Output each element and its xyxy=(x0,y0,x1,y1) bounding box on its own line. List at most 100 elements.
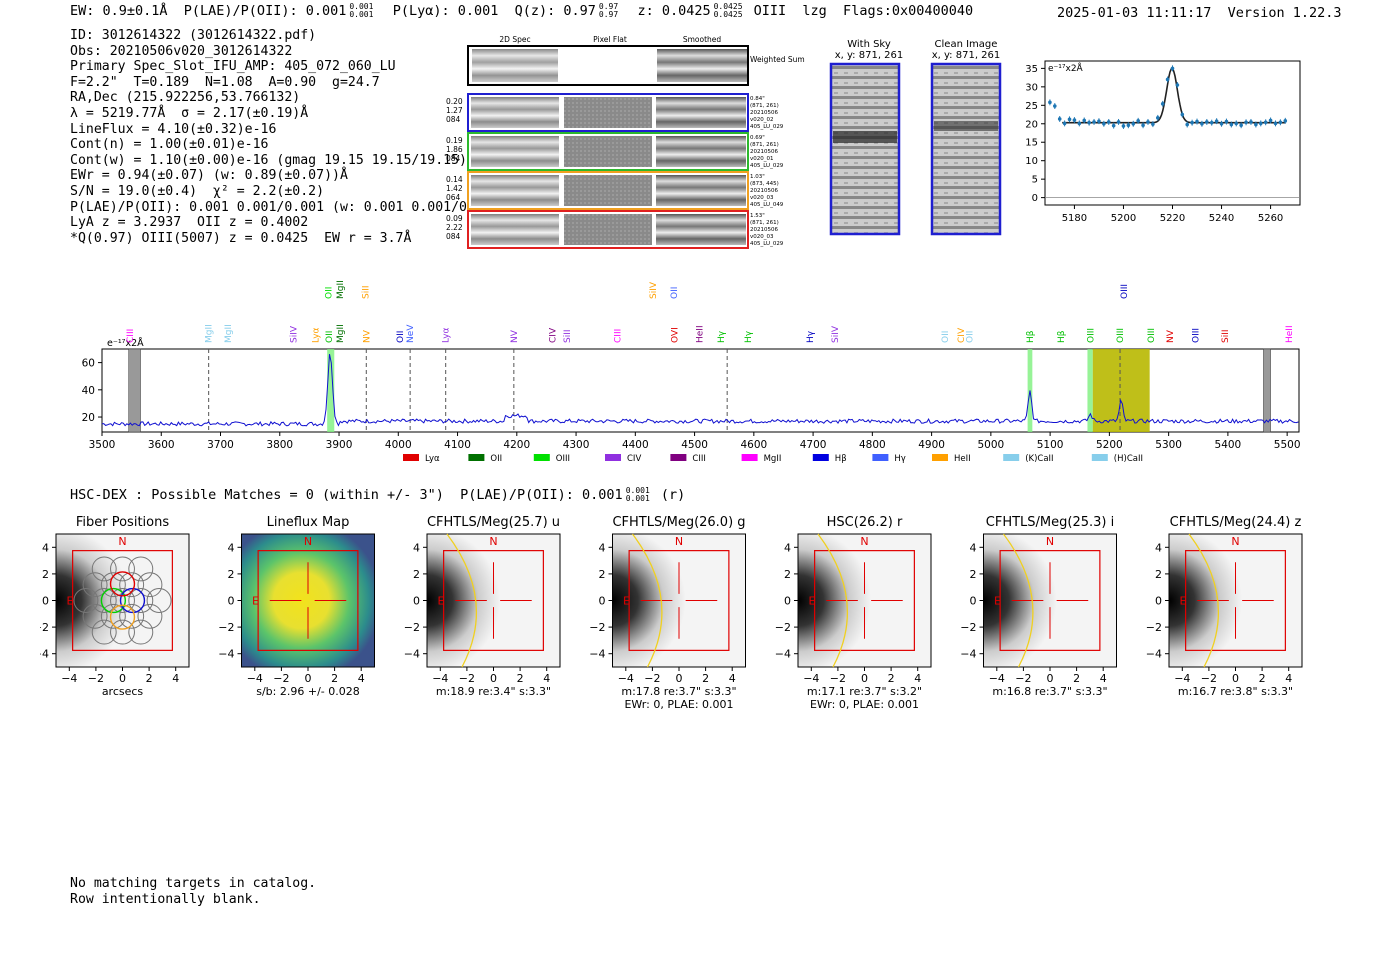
zoom-ytick: 20 xyxy=(1025,119,1038,130)
data-point xyxy=(1170,66,1175,71)
spectrum-xtick: 4700 xyxy=(800,439,827,451)
cutout-right-label: 405_LU_029 xyxy=(750,163,784,169)
cutout-right-label: 1.53" xyxy=(750,213,765,219)
image-panel: CFHTLS/Meg(25.7) uNE−4−4−2−2002244m:18.9… xyxy=(404,515,561,698)
north-label: N xyxy=(1046,535,1054,548)
cutout-right-label: (871, 261) xyxy=(750,103,779,109)
panel-ytick: 2 xyxy=(228,568,235,581)
line-id-label: SiII xyxy=(1221,329,1231,343)
panel-title: Fiber Positions xyxy=(76,515,169,530)
cutout-left-label: 0.20 xyxy=(446,97,463,106)
panel-xtick: −2 xyxy=(1201,672,1217,685)
line-id-label: MgII xyxy=(205,324,215,343)
data-point xyxy=(1180,112,1185,117)
legend-label: CIV xyxy=(627,454,641,464)
cutout-left-label: 064 xyxy=(446,193,461,202)
spectrum-ylabel: e⁻¹⁷x2Å xyxy=(107,337,144,349)
spectrum-xtick: 3800 xyxy=(266,439,293,451)
line-id-label: MgII xyxy=(224,324,234,343)
panel-caption: arcsecs xyxy=(102,685,144,698)
cutout-right-label: 20210506 xyxy=(750,227,778,233)
data-point xyxy=(1190,120,1194,125)
info-line: LyA z = 3.2937 OII z = 0.4002 xyxy=(70,215,309,231)
spectrum-xtick: 5300 xyxy=(1155,439,1182,451)
panel-title: CFHTLS/Meg(25.7) u xyxy=(427,515,560,530)
panel-ytick: −2 xyxy=(40,621,49,634)
image-panel: CFHTLS/Meg(24.4) zNE−4−4−2−2002244m:16.7… xyxy=(1146,515,1303,698)
line-id-label: OII xyxy=(396,331,406,343)
panel-xtick: −4 xyxy=(989,672,1005,685)
panel-title: CFHTLS/Meg(25.3) i xyxy=(986,515,1114,530)
cutout-right-label: 0.84" xyxy=(750,96,765,102)
legend-label: Lyα xyxy=(425,454,440,464)
data-point xyxy=(1229,122,1234,127)
line-id-label: OVI xyxy=(670,327,680,343)
data-point xyxy=(1283,119,1288,123)
legend-label: CIII xyxy=(692,454,705,464)
cutout-right-label: v020_03 xyxy=(750,234,774,240)
panel-xtick: 0 xyxy=(1047,672,1054,685)
panel-ytick: 0 xyxy=(599,595,606,608)
zoom-xtick: 5260 xyxy=(1258,213,1283,224)
line-id-label: OIII xyxy=(1086,328,1096,343)
panel-xtick: −4 xyxy=(803,672,819,685)
line-id-label-upper: OII xyxy=(324,287,334,299)
cutout-left-label: 1.42 xyxy=(446,184,463,193)
cutout-right-label: 405_LU_029 xyxy=(750,241,784,247)
with-sky-image xyxy=(829,62,901,236)
panel-xtick: 0 xyxy=(119,672,126,685)
legend-swatch xyxy=(605,454,621,461)
line-id-label-upper: OIII xyxy=(1120,284,1130,299)
panel-ytick: −2 xyxy=(218,621,234,634)
galaxy-ellipse xyxy=(446,533,477,668)
zoom-xtick: 5200 xyxy=(1111,213,1136,224)
spectrum-line xyxy=(101,353,1299,427)
panel-caption: m:18.9 re:3.4" s:3.3" xyxy=(436,685,551,698)
info-line: Cont(w) = 1.10(±0.00)e-16 (gmag 19.15 19… xyxy=(70,152,467,168)
panel-caption: m:17.1 re:3.7" s:3.2" xyxy=(807,685,922,698)
legend-label: Hβ xyxy=(835,454,847,464)
panel-xtick: 4 xyxy=(1100,672,1107,685)
aperture-box xyxy=(999,550,1101,651)
spectrum-xtick: 4400 xyxy=(622,439,649,451)
line-id-label: NeV xyxy=(406,324,416,343)
data-point xyxy=(1146,120,1150,124)
data-point xyxy=(1175,83,1180,87)
galaxy-ellipse xyxy=(631,533,663,668)
zoom-ytick: 35 xyxy=(1025,64,1038,75)
line-id-label: Lyα xyxy=(311,327,321,343)
east-label: E xyxy=(994,595,1001,608)
legend-swatch xyxy=(1091,454,1108,461)
data-point xyxy=(1053,104,1057,108)
line-id-label: NV xyxy=(1166,329,1176,343)
data-point xyxy=(1254,122,1258,127)
legend-swatch xyxy=(670,454,687,461)
fiber-circle xyxy=(119,587,146,614)
panel-xtick: 2 xyxy=(888,672,895,685)
aperture-box xyxy=(814,550,915,651)
line-id-label: OIII xyxy=(1116,328,1126,343)
cutout-left-label: 084 xyxy=(446,115,461,124)
panel-xtick: −2 xyxy=(459,672,475,685)
line-id-label-upper: OII xyxy=(670,287,680,299)
line-id-label: Hγ xyxy=(744,330,754,343)
panel-ytick: 4 xyxy=(228,541,235,554)
line-zoom-chart: 5180 5200 5220 5240 5260 0 5 10 15 20 25 30 35 e⁻¹⁷x2… xyxy=(1025,60,1301,224)
imaging-panels: Fiber Positions N E −4 −4 −2 −2 0 0 2 2 4 4 arcsecs Li… xyxy=(40,515,1303,711)
line-id-label: MgII xyxy=(336,324,346,343)
legend-swatch xyxy=(1003,454,1020,461)
data-point xyxy=(1087,120,1091,125)
cutout-left-label: 2.22 xyxy=(446,223,463,232)
footer-line: Row intentionally blank. xyxy=(70,891,261,907)
east-label: E xyxy=(623,595,630,608)
zoom-ylabel: e⁻¹⁷x2Å xyxy=(1048,62,1084,74)
panel-ytick: 2 xyxy=(413,568,420,581)
data-point xyxy=(1278,120,1283,125)
panel-title: HSC(26.2) r xyxy=(827,515,903,530)
spectrum-ytick: 20 xyxy=(82,412,95,424)
data-point xyxy=(1214,119,1219,123)
cutout-right-label: v020_03 xyxy=(750,195,774,201)
data-point xyxy=(1160,102,1165,106)
data-point xyxy=(1268,118,1273,123)
